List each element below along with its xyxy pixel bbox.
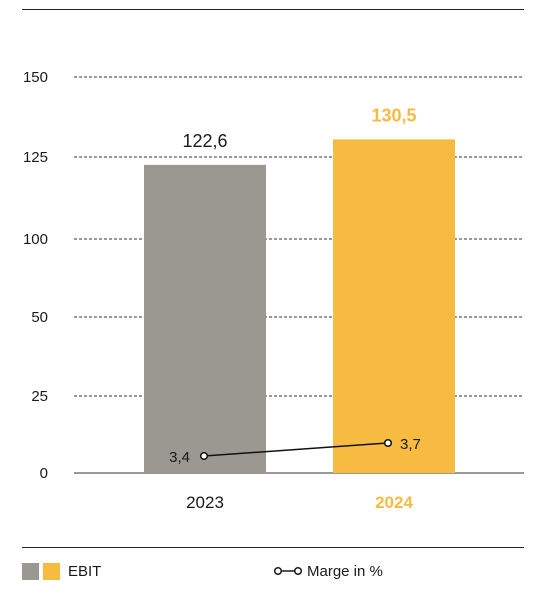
y-tick-label: 50 [31, 309, 48, 326]
margin-value-label: 3,7 [400, 436, 421, 453]
y-tick-label: 25 [31, 388, 48, 405]
x-tick-label: 2023 [186, 493, 224, 512]
y-axis-ticks: 0 25 50 100 125 150 [23, 69, 48, 482]
y-tick-label: 125 [23, 149, 48, 166]
legend-marge: Marge in % [273, 562, 383, 580]
legend-marge-label: Marge in % [307, 562, 383, 580]
bar-layer: 122,6 130,5 [144, 105, 455, 473]
x-axis-ticks: 2023 2024 [186, 493, 413, 512]
grid-layer [74, 76, 524, 474]
bar-value-label: 122,6 [182, 131, 227, 151]
y-tick-label: 100 [23, 231, 48, 248]
y-tick-label: 0 [40, 465, 48, 482]
bar-2024 [333, 139, 455, 473]
line-marker-icon [273, 566, 303, 576]
legend-swatch-2024 [43, 562, 60, 580]
margin-value-label: 3,4 [169, 449, 190, 466]
margin-point-2024 [383, 438, 393, 448]
y-tick-label: 150 [23, 69, 48, 86]
bar-2023 [144, 164, 266, 473]
bar-value-label: 130,5 [371, 105, 416, 125]
margin-point-2023 [199, 451, 209, 461]
x-tick-label: 2024 [375, 493, 413, 512]
margin-line [203, 442, 389, 457]
legend-ebit-label: EBIT [68, 562, 102, 580]
legend-ebit: EBIT [22, 562, 101, 580]
legend-swatch-2023 [22, 562, 39, 580]
legend-rule [22, 547, 524, 548]
top-rule [22, 9, 524, 10]
margin-line-layer: 3,4 3,7 [169, 436, 421, 466]
